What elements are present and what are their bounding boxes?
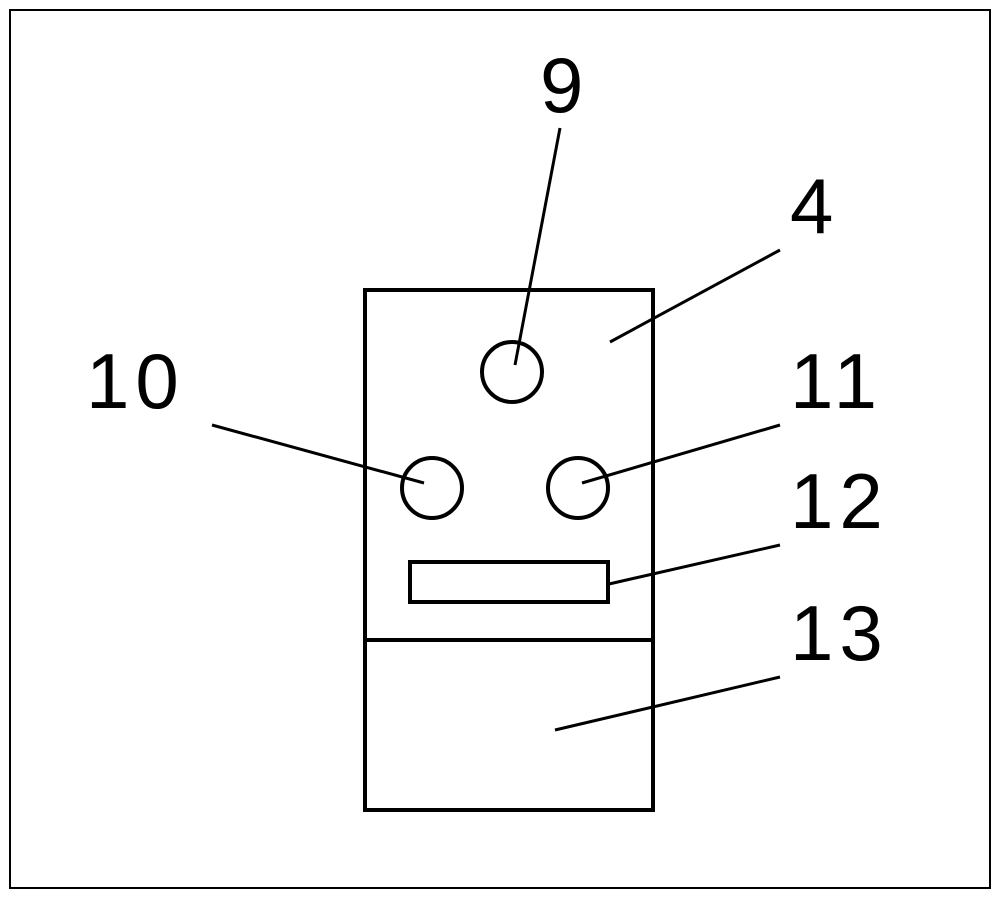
- label-12: 12: [790, 457, 889, 545]
- top-circle: [482, 342, 542, 402]
- left-circle: [402, 458, 462, 518]
- right-circle: [548, 458, 608, 518]
- leader-l4: [610, 250, 780, 342]
- leader-l12: [609, 545, 780, 584]
- leader-l9: [515, 128, 560, 365]
- leader-l11: [582, 425, 780, 483]
- slot-rect: [410, 562, 608, 602]
- label-4: 4: [790, 162, 839, 250]
- leader-l10: [212, 425, 424, 483]
- outer-frame: [10, 10, 990, 888]
- label-11: 11: [790, 337, 883, 425]
- leader-l13: [555, 677, 780, 730]
- diagram-canvas: 9 4 10 11 12 13: [0, 0, 1000, 898]
- label-13: 13: [790, 589, 889, 677]
- device-body: [365, 290, 653, 810]
- label-10: 10: [86, 337, 185, 425]
- label-9: 9: [540, 41, 589, 129]
